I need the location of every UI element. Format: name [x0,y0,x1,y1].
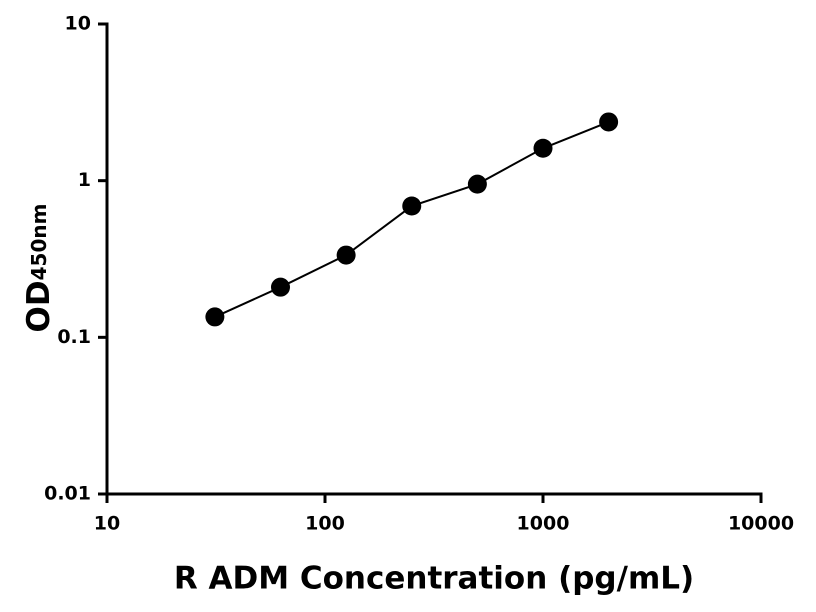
data-point [336,245,356,265]
y-tick-label: 10 [65,13,91,35]
x-tick-label: 10 [94,513,120,535]
x-tick-label: 1000 [517,513,570,535]
x-tick-label: 10000 [728,513,794,535]
data-point [205,307,225,327]
x-tick-label: 100 [305,513,345,535]
y-tick-label: 0.1 [57,326,91,348]
data-point [599,112,619,132]
y-axis-title: OD450nm [21,204,57,333]
y-axis-title-main: OD [21,280,57,332]
y-tick-label: 0.01 [44,483,91,505]
data-point [271,277,291,297]
data-point [402,196,422,216]
data-point [533,138,553,158]
y-axis-title-sub: 450nm [27,204,51,281]
data-point [467,174,487,194]
y-tick-label: 1 [78,169,91,191]
x-axis-title: R ADM Concentration (pg/mL) [174,561,694,597]
